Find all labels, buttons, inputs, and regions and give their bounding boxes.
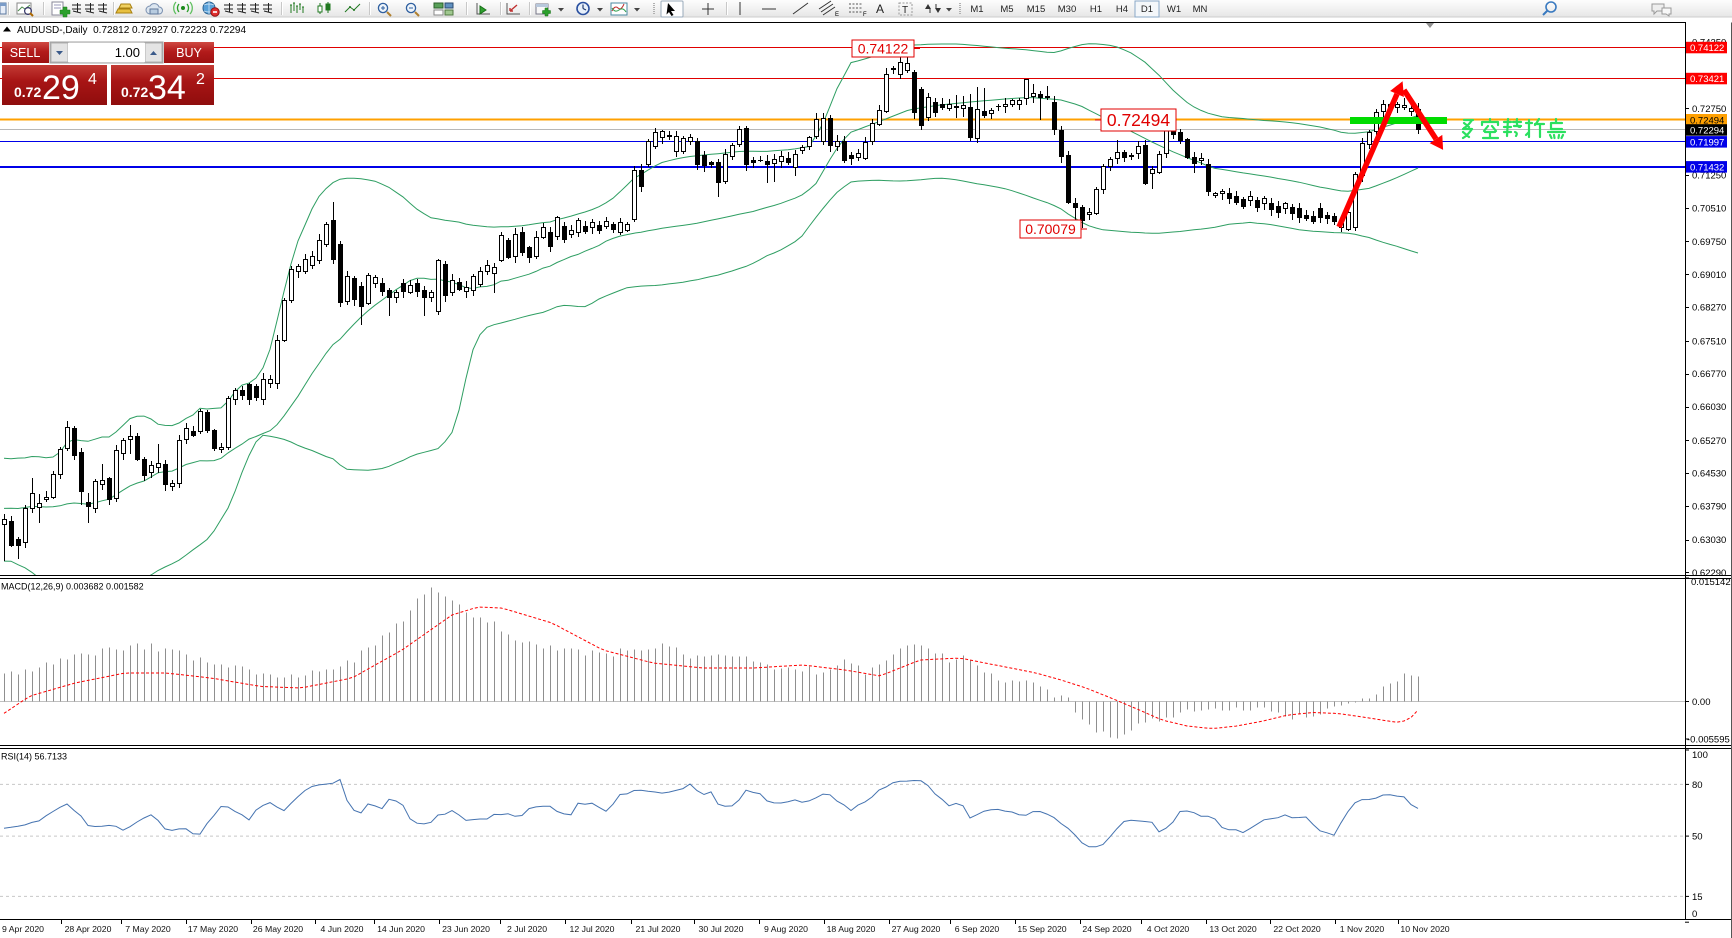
svg-text:21 Jul 2020: 21 Jul 2020 [636, 924, 681, 934]
svg-text:4: 4 [88, 71, 97, 88]
svg-text:MN: MN [1193, 4, 1208, 15]
svg-text:MACD(12,26,9) 0.003682 0.00158: MACD(12,26,9) 0.003682 0.001582 [1, 582, 144, 592]
svg-text:14 Jun 2020: 14 Jun 2020 [377, 924, 425, 934]
svg-text:M15: M15 [1027, 4, 1045, 15]
svg-text:30 Jul 2020: 30 Jul 2020 [699, 924, 744, 934]
svg-text:15: 15 [1692, 892, 1703, 903]
svg-text:7 May 2020: 7 May 2020 [125, 924, 171, 934]
svg-text:0.72494: 0.72494 [1107, 110, 1171, 130]
svg-text:-0.005595: -0.005595 [1687, 735, 1730, 746]
svg-text:0.66770: 0.66770 [1692, 369, 1726, 380]
svg-text:0.74122: 0.74122 [1690, 43, 1724, 54]
svg-text:0.64530: 0.64530 [1692, 469, 1726, 480]
svg-text:M30: M30 [1058, 4, 1076, 15]
svg-text:0.74122: 0.74122 [858, 40, 909, 56]
svg-text:W1: W1 [1167, 4, 1181, 15]
svg-text:18 Aug 2020: 18 Aug 2020 [827, 924, 876, 934]
svg-text:0.71432: 0.71432 [1690, 162, 1724, 173]
svg-text:RSI(14) 56.7133: RSI(14) 56.7133 [1, 752, 67, 762]
svg-text:0.65270: 0.65270 [1692, 436, 1726, 447]
svg-text:T: T [902, 5, 908, 16]
svg-text:1 Nov 2020: 1 Nov 2020 [1340, 924, 1385, 934]
svg-text:0.72750: 0.72750 [1692, 104, 1726, 115]
svg-text:27 Aug 2020: 27 Aug 2020 [892, 924, 941, 934]
svg-text:0: 0 [1692, 909, 1697, 920]
svg-text:2: 2 [196, 71, 205, 88]
svg-text:50: 50 [1692, 832, 1703, 843]
svg-text:M1: M1 [970, 4, 983, 15]
svg-text:0.015142: 0.015142 [1691, 577, 1731, 588]
svg-text:0.72494: 0.72494 [1690, 115, 1724, 126]
svg-text:0.67510: 0.67510 [1692, 336, 1726, 347]
svg-text:28 Apr 2020: 28 Apr 2020 [65, 924, 112, 934]
svg-text:13 Oct 2020: 13 Oct 2020 [1209, 924, 1257, 934]
svg-text:0.66030: 0.66030 [1692, 402, 1726, 413]
svg-text:15 Sep 2020: 15 Sep 2020 [1017, 924, 1066, 934]
svg-text:0.71997: 0.71997 [1690, 137, 1724, 148]
svg-text:0.63790: 0.63790 [1692, 501, 1726, 512]
svg-text:SELL: SELL [10, 46, 41, 60]
svg-text:0.69750: 0.69750 [1692, 237, 1726, 248]
svg-text:34: 34 [148, 69, 186, 107]
svg-text:0.72294: 0.72294 [1690, 126, 1724, 137]
svg-text:10 Nov 2020: 10 Nov 2020 [1400, 924, 1449, 934]
svg-text:4 Oct 2020: 4 Oct 2020 [1147, 924, 1190, 934]
svg-text:0.72: 0.72 [121, 84, 148, 100]
svg-text:0.00: 0.00 [1692, 697, 1711, 708]
svg-text:BUY: BUY [176, 46, 202, 60]
svg-text:1.00: 1.00 [115, 45, 140, 60]
svg-text:12 Jul 2020: 12 Jul 2020 [570, 924, 615, 934]
svg-text:0.70510: 0.70510 [1692, 203, 1726, 214]
svg-text:6 Sep 2020: 6 Sep 2020 [955, 924, 1000, 934]
svg-text:0.71250: 0.71250 [1692, 170, 1726, 181]
svg-text:17 May 2020: 17 May 2020 [188, 924, 238, 934]
svg-text:AUDUSD-,Daily 0.72812 0.72927: AUDUSD-,Daily 0.72812 0.72927 0.72223 0.… [17, 25, 246, 36]
svg-text:22 Oct 2020: 22 Oct 2020 [1273, 924, 1321, 934]
svg-text:0.73421: 0.73421 [1690, 74, 1724, 85]
svg-text:H1: H1 [1090, 4, 1102, 15]
svg-text:0.68270: 0.68270 [1692, 303, 1726, 314]
svg-text:29: 29 [42, 69, 80, 107]
svg-text:F: F [863, 12, 867, 18]
svg-text:M5: M5 [1000, 4, 1013, 15]
svg-text:0.72: 0.72 [14, 84, 41, 100]
svg-text:0.70079: 0.70079 [1025, 221, 1076, 237]
svg-text:80: 80 [1692, 780, 1703, 791]
svg-text:2 Jul 2020: 2 Jul 2020 [507, 924, 547, 934]
svg-text:24 Sep 2020: 24 Sep 2020 [1082, 924, 1131, 934]
svg-text:9 Apr 2020: 9 Apr 2020 [2, 924, 44, 934]
svg-text:D1: D1 [1141, 4, 1153, 15]
svg-text:0.63030: 0.63030 [1692, 535, 1726, 546]
svg-text:A: A [876, 2, 884, 16]
svg-text:0.62290: 0.62290 [1692, 568, 1726, 579]
svg-text:0.69010: 0.69010 [1692, 270, 1726, 281]
svg-text:9 Aug 2020: 9 Aug 2020 [764, 924, 808, 934]
svg-text:100: 100 [1692, 750, 1708, 761]
svg-text:H4: H4 [1116, 4, 1128, 15]
svg-text:26 May 2020: 26 May 2020 [253, 924, 303, 934]
svg-text:E: E [835, 12, 839, 18]
svg-text:23 Jun 2020: 23 Jun 2020 [442, 924, 490, 934]
svg-text:4 Jun 2020: 4 Jun 2020 [321, 924, 364, 934]
